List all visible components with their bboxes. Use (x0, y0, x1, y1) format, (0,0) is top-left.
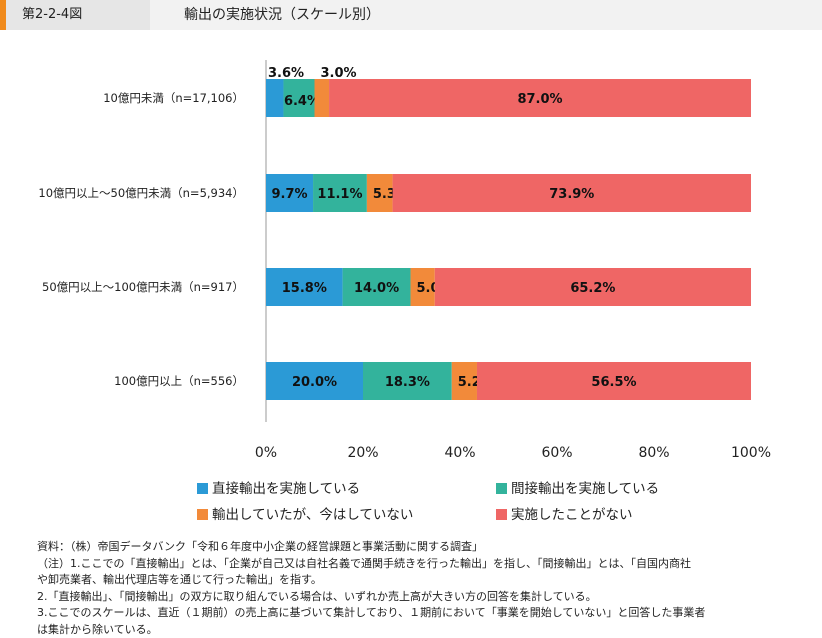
legend-label: 直接輸出を実施している (212, 481, 360, 497)
legend-swatch (197, 483, 208, 494)
category-label: 50億円以上～100億円未満（n=917） (42, 280, 244, 294)
x-tick-label: 0% (255, 445, 277, 461)
legend-item: 間接輸出を実施している (496, 481, 659, 497)
source-notes: 資料：（株）帝国データバンク「令和６年度中小企業の経営課題と事業活動に関する調査… (37, 539, 807, 638)
bar-segment (266, 79, 283, 117)
data-label: 18.3% (385, 375, 430, 390)
note-line: 2.「直接輸出」、「間接輸出」の双方に取り組んでいる場合は、いずれか売上高が大き… (37, 589, 807, 606)
data-label: 73.9% (549, 187, 594, 202)
x-tick-label: 40% (444, 445, 475, 461)
data-label: 14.0% (354, 281, 399, 296)
data-label: 9.7% (271, 187, 307, 202)
data-label: 3.6% (268, 66, 304, 81)
legend-label: 輸出していたが、今はしていない (212, 507, 413, 523)
data-label: 15.8% (282, 281, 327, 296)
bar-segment (315, 79, 330, 117)
category-label: 10億円未満（n=17,106） (103, 91, 244, 105)
legend-item: 直接輸出を実施している (197, 481, 360, 497)
note-line: （注）1.ここでの「直接輸出」とは、「企業が自己又は自社名義で通関手続きを行った… (37, 556, 807, 573)
data-label: 11.1% (317, 187, 362, 202)
x-tick-label: 100% (731, 445, 771, 461)
x-tick-label: 80% (638, 445, 669, 461)
x-tick-label: 60% (541, 445, 572, 461)
note-line: は集計から除いている。 (37, 622, 807, 638)
stacked-bar-chart: 0%20%40%60%80%100%10億円未満（n=17,106）3.6%6.… (0, 0, 822, 470)
data-label: 3.0% (321, 66, 357, 81)
note-line: や卸売業者、輸出代理店等を通じて行った輸出」を指す。 (37, 572, 807, 589)
legend-swatch (496, 483, 507, 494)
category-label: 100億円以上（n=556） (114, 374, 244, 388)
legend-item: 実施したことがない (496, 507, 633, 523)
data-label: 65.2% (570, 281, 615, 296)
legend-swatch (197, 509, 208, 520)
note-line: 3.ここでのスケールは、直近（１期前）の売上高に基づいて集計しており、１期前にお… (37, 605, 807, 622)
x-tick-label: 20% (347, 445, 378, 461)
data-label: 87.0% (517, 92, 562, 107)
source-line: 資料：（株）帝国データバンク「令和６年度中小企業の経営課題と事業活動に関する調査… (37, 539, 807, 556)
legend-item: 輸出していたが、今はしていない (197, 507, 413, 523)
chart-legend: 直接輸出を実施している間接輸出を実施している輸出していたが、今はしていない実施し… (0, 0, 822, 60)
data-label: 20.0% (292, 375, 337, 390)
legend-label: 間接輸出を実施している (511, 481, 659, 497)
legend-swatch (496, 509, 507, 520)
legend-label: 実施したことがない (511, 507, 633, 523)
data-label: 56.5% (591, 375, 636, 390)
category-label: 10億円以上～50億円未満（n=5,934） (38, 186, 244, 200)
